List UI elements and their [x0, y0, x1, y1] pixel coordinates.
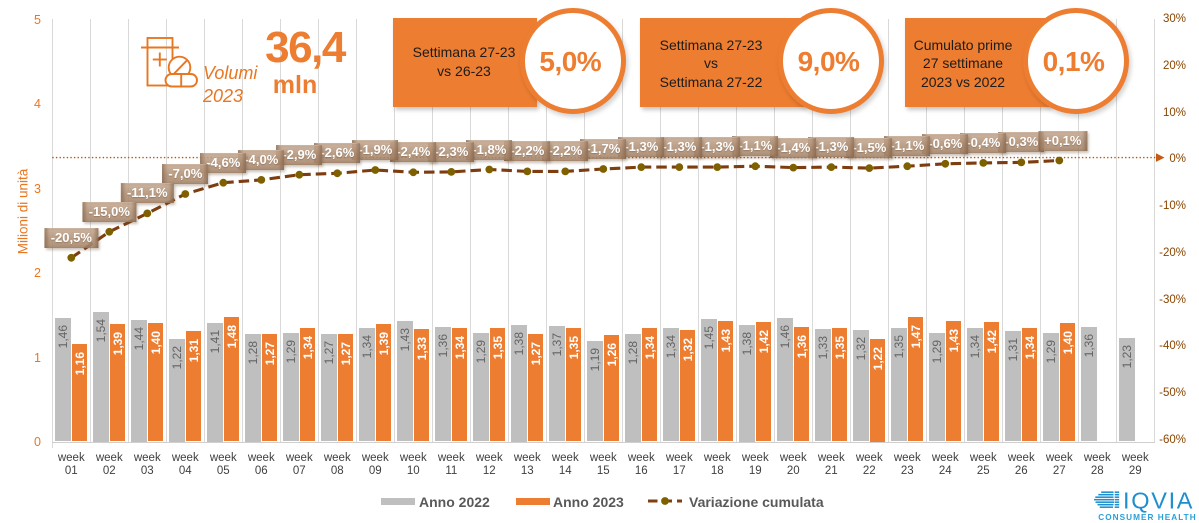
svg-text:IQVIA: IQVIA [1123, 487, 1194, 513]
svg-text:CONSUMER HEALTH: CONSUMER HEALTH [1098, 513, 1196, 522]
